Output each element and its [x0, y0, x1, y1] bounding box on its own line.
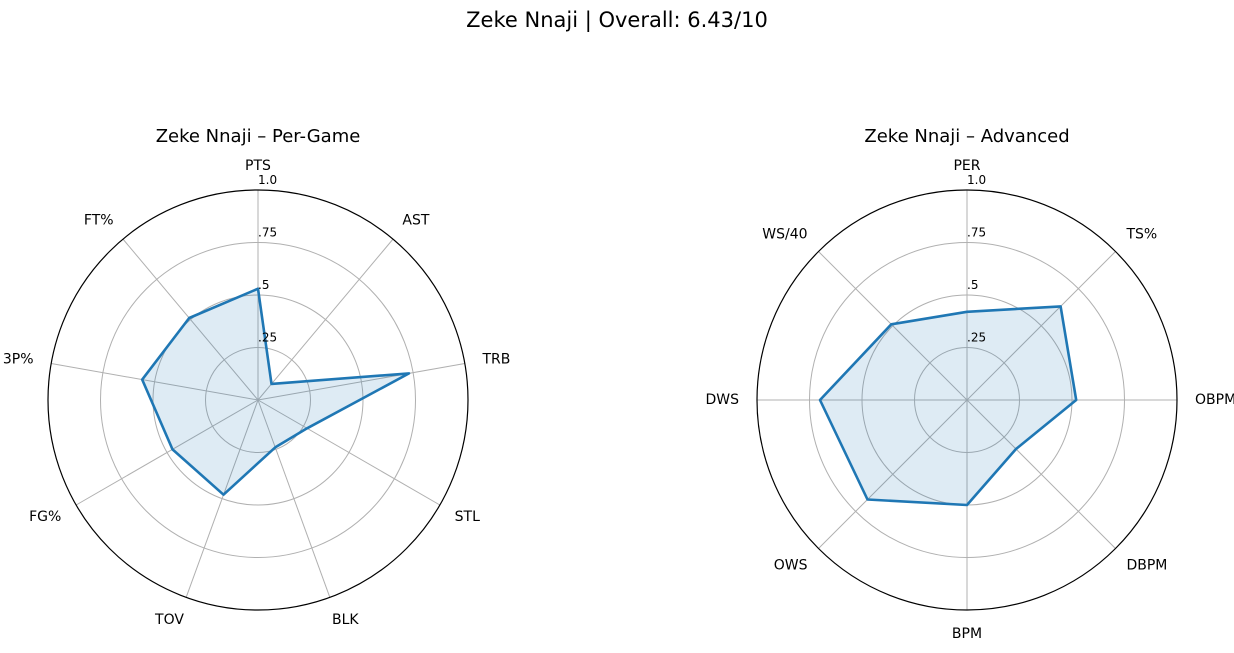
- category-label-dws: DWS: [705, 392, 739, 408]
- polar-frame: [756, 189, 1178, 611]
- r-tick-label: .5: [258, 278, 269, 292]
- category-label-ws-per-40: WS/40: [762, 227, 807, 243]
- category-label-ts-pct: TS%: [1125, 227, 1157, 243]
- spoke-3p-pct: [51, 363, 259, 401]
- r-tick-label: 1.0: [967, 173, 986, 187]
- category-label-ows: OWS: [774, 557, 808, 573]
- r-tick-label: .75: [258, 226, 277, 240]
- spoke-blk: [257, 399, 331, 598]
- category-label-blk: BLK: [332, 612, 359, 628]
- category-label-ft-pct: FT%: [84, 213, 114, 229]
- category-label-trb: TRB: [481, 351, 510, 367]
- r-tick-label: .75: [967, 226, 986, 240]
- series-line: [140, 287, 411, 497]
- r-tick-label: .25: [258, 331, 277, 345]
- series-fill: [142, 288, 409, 495]
- polar-frame: [47, 189, 469, 611]
- category-label-bpm: BPM: [952, 626, 982, 642]
- category-label-tov: TOV: [154, 612, 184, 628]
- category-label-obpm: OBPM: [1195, 392, 1234, 408]
- r-tick-label: 1.0: [258, 173, 277, 187]
- r-tick-label: .5: [967, 278, 978, 292]
- spoke-fg-pct: [75, 399, 259, 506]
- category-label-fg-pct: FG%: [29, 509, 61, 525]
- series-fill: [820, 306, 1077, 505]
- category-label-per: PER: [953, 158, 980, 174]
- category-label-pts: PTS: [245, 158, 271, 174]
- spoke-ft-pct: [122, 238, 259, 401]
- chart-title: Zeke Nnaji – Per-Game: [156, 126, 361, 147]
- figure-title: Zeke Nnaji | Overall: 6.43/10: [466, 8, 768, 32]
- spoke-ts-pct: [966, 251, 1116, 401]
- spoke-ast: [257, 238, 394, 401]
- spoke-ws-per-40: [818, 251, 968, 401]
- spoke-dbpm: [966, 399, 1116, 549]
- chart-title: Zeke Nnaji – Advanced: [864, 126, 1069, 147]
- category-label-dbpm: DBPM: [1126, 557, 1167, 573]
- spoke-tov: [185, 399, 259, 598]
- category-label-stl: STL: [455, 509, 480, 525]
- category-label-ast: AST: [402, 213, 429, 229]
- spoke-stl: [257, 399, 441, 506]
- spoke-trb: [257, 363, 465, 401]
- spoke-ows: [818, 399, 968, 549]
- r-tick-label: .25: [967, 331, 986, 345]
- category-label-3p-pct: 3P%: [3, 351, 34, 367]
